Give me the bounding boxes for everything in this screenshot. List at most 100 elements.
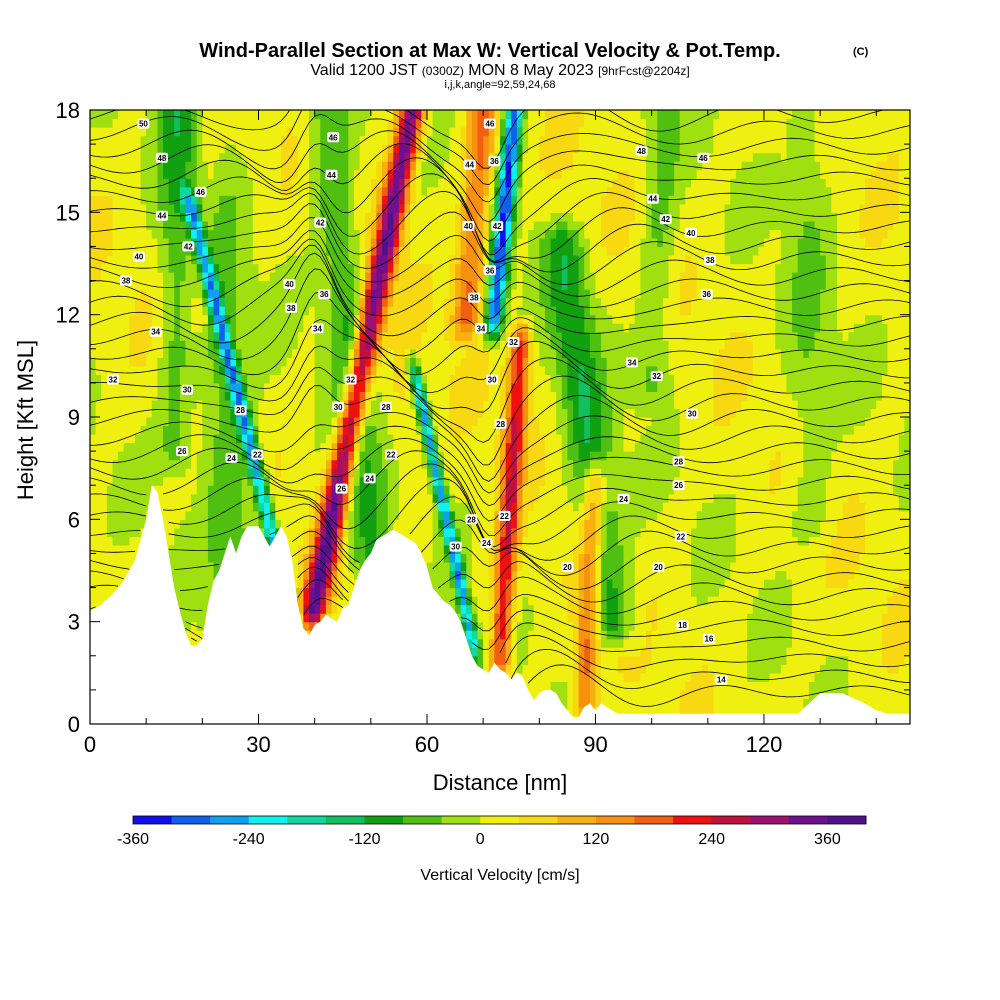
velocity-cell — [123, 289, 130, 299]
velocity-cell — [112, 579, 119, 589]
velocity-cell — [365, 382, 372, 393]
velocity-cell — [123, 459, 130, 469]
velocity-cell — [309, 408, 316, 418]
velocity-cell — [426, 340, 434, 350]
velocity-cell — [241, 127, 248, 137]
velocity-cell — [196, 579, 203, 589]
velocity-cell — [134, 237, 142, 248]
velocity-cell — [376, 144, 383, 154]
velocity-cell — [191, 374, 198, 384]
velocity-cell — [95, 246, 102, 256]
velocity-cell — [387, 314, 394, 324]
velocity-cell — [382, 365, 389, 375]
velocity-cell — [426, 561, 434, 572]
velocity-cell — [297, 144, 305, 154]
velocity-cell — [387, 476, 394, 486]
grid-indices-label: i,j,k,angle=92,59,24,68 — [444, 79, 555, 91]
velocity-cell — [236, 459, 243, 469]
velocity-cell — [393, 434, 400, 444]
velocity-cell — [325, 544, 333, 555]
velocity-cell — [191, 289, 198, 299]
velocity-cell — [303, 425, 310, 435]
velocity-cell — [196, 237, 203, 248]
velocity-cell — [247, 417, 254, 427]
velocity-cell — [286, 425, 293, 435]
velocity-cell — [118, 348, 125, 358]
velocity-cell — [320, 118, 327, 128]
velocity-cell — [247, 246, 254, 256]
velocity-cell — [365, 314, 372, 324]
velocity-cell — [196, 493, 203, 503]
velocity-cell — [207, 570, 215, 580]
velocity-cell — [264, 280, 271, 290]
velocity-cell — [320, 493, 327, 503]
velocity-cell — [438, 280, 445, 290]
velocity-cell — [224, 459, 232, 469]
velocity-cell — [252, 237, 260, 248]
velocity-cell — [443, 442, 451, 452]
velocity-cell — [466, 272, 473, 282]
velocity-cell — [398, 502, 406, 512]
velocity-cell — [146, 459, 153, 469]
velocity-cell — [410, 195, 417, 205]
velocity-cell — [348, 152, 355, 162]
velocity-cell — [157, 451, 164, 461]
velocity-cell — [387, 425, 394, 435]
velocity-cell — [359, 314, 366, 324]
velocity-cell — [426, 502, 434, 512]
velocity-cell — [348, 306, 355, 316]
velocity-cell — [365, 169, 372, 179]
velocity-cell — [157, 357, 164, 367]
velocity-cell — [241, 118, 248, 128]
velocity-cell — [224, 203, 232, 213]
velocity-cell — [252, 365, 260, 375]
velocity-cell — [123, 340, 130, 350]
velocity-cell — [252, 289, 260, 299]
velocity-cell — [101, 289, 108, 299]
velocity-cell — [118, 425, 125, 435]
velocity-cell — [112, 195, 119, 205]
velocity-cell — [207, 468, 215, 478]
velocity-cell — [309, 434, 316, 444]
velocity-cell — [320, 519, 327, 529]
velocity-cell — [353, 510, 361, 520]
velocity-cell — [95, 561, 102, 572]
velocity-cell — [252, 391, 260, 401]
velocity-cell — [157, 374, 164, 384]
velocity-cell — [134, 314, 142, 324]
velocity-cell — [337, 331, 344, 341]
velocity-cell — [353, 399, 361, 410]
velocity-cell — [342, 237, 349, 248]
velocity-cell — [438, 374, 445, 384]
velocity-cell — [269, 459, 276, 469]
velocity-cell — [90, 382, 97, 393]
velocity-cell — [112, 399, 119, 410]
velocity-cell — [365, 425, 372, 435]
velocity-cell — [342, 579, 349, 589]
velocity-cell — [303, 613, 310, 623]
velocity-cell — [275, 220, 282, 230]
velocity-cell — [247, 272, 254, 282]
velocity-cell — [404, 220, 411, 230]
velocity-cell — [393, 348, 400, 358]
velocity-cell — [123, 408, 130, 418]
velocity-cell — [247, 502, 254, 512]
velocity-cell — [191, 382, 198, 393]
velocity-cell — [382, 280, 389, 290]
velocity-cell — [134, 348, 142, 358]
velocity-cell — [393, 340, 400, 350]
velocity-cell — [106, 144, 114, 154]
velocity-cell — [163, 254, 170, 265]
velocity-cell — [224, 442, 232, 452]
velocity-cell — [90, 314, 97, 324]
velocity-cell — [258, 297, 265, 307]
velocity-cell — [292, 263, 299, 273]
velocity-cell — [477, 621, 484, 631]
velocity-cell — [168, 135, 175, 145]
velocity-cell — [264, 195, 271, 205]
velocity-cell — [410, 485, 417, 495]
velocity-cell — [348, 442, 355, 452]
velocity-cell — [275, 263, 282, 273]
velocity-cell — [370, 391, 378, 401]
velocity-cell — [219, 118, 226, 128]
